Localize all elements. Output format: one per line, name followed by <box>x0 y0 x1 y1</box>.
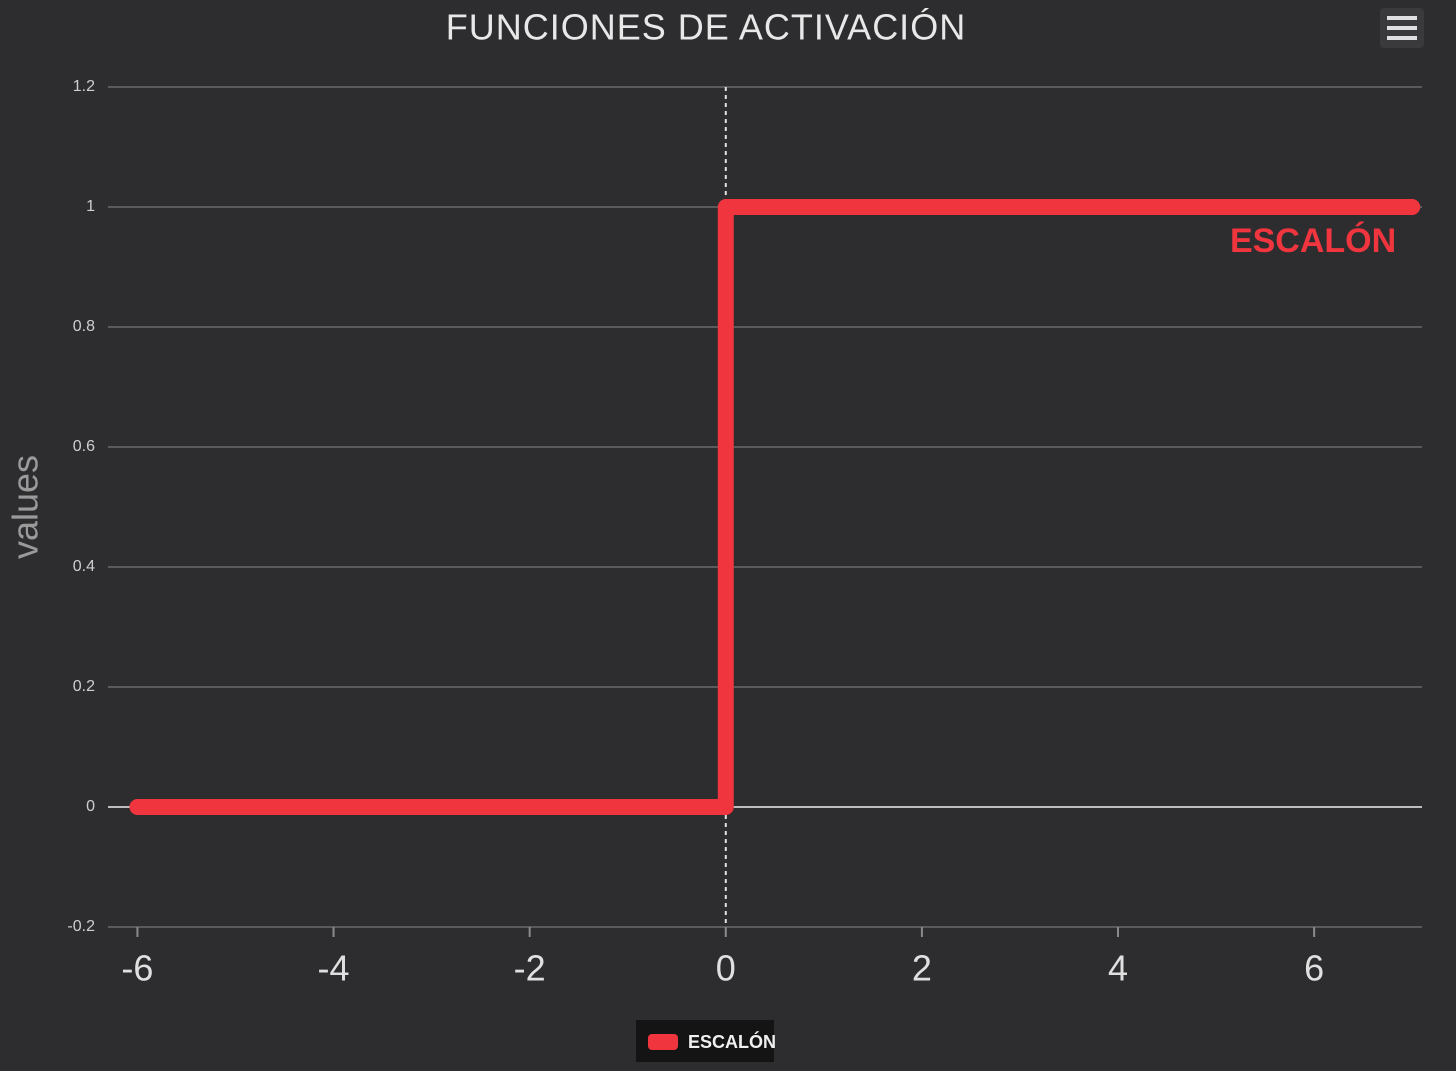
y-tick-label: 0.4 <box>73 558 95 575</box>
x-tick-label: 0 <box>716 948 736 989</box>
x-tick-label: -2 <box>514 948 546 989</box>
y-tick-label: 0.6 <box>73 438 95 455</box>
y-tick-label: 0.2 <box>73 678 95 695</box>
y-tick-label: 1.2 <box>73 78 95 95</box>
menu-bar <box>1387 16 1417 20</box>
x-tick-label: 2 <box>912 948 932 989</box>
y-tick-label: 1 <box>86 198 95 215</box>
x-tick-label: -6 <box>121 948 153 989</box>
x-tick-label: -4 <box>318 948 350 989</box>
menu-button[interactable] <box>1380 8 1424 48</box>
x-tick-label: 6 <box>1304 948 1324 989</box>
series-label: ESCALÓN <box>1230 222 1396 260</box>
series-line <box>129 199 1421 815</box>
y-tick-label: 0 <box>86 798 95 815</box>
legend-item[interactable]: ESCALÓN <box>636 1020 776 1062</box>
y-axis-label: values <box>5 455 46 559</box>
legend-swatch <box>648 1034 678 1050</box>
legend-label: ESCALÓN <box>688 1031 776 1052</box>
y-tick-label: 0.8 <box>73 318 95 335</box>
menu-bar <box>1387 26 1417 30</box>
y-tick-label: -0.2 <box>67 918 95 935</box>
menu-bar <box>1387 36 1417 40</box>
chart-title: FUNCIONES DE ACTIVACIÓN <box>446 7 966 48</box>
x-tick-label: 4 <box>1108 948 1128 989</box>
